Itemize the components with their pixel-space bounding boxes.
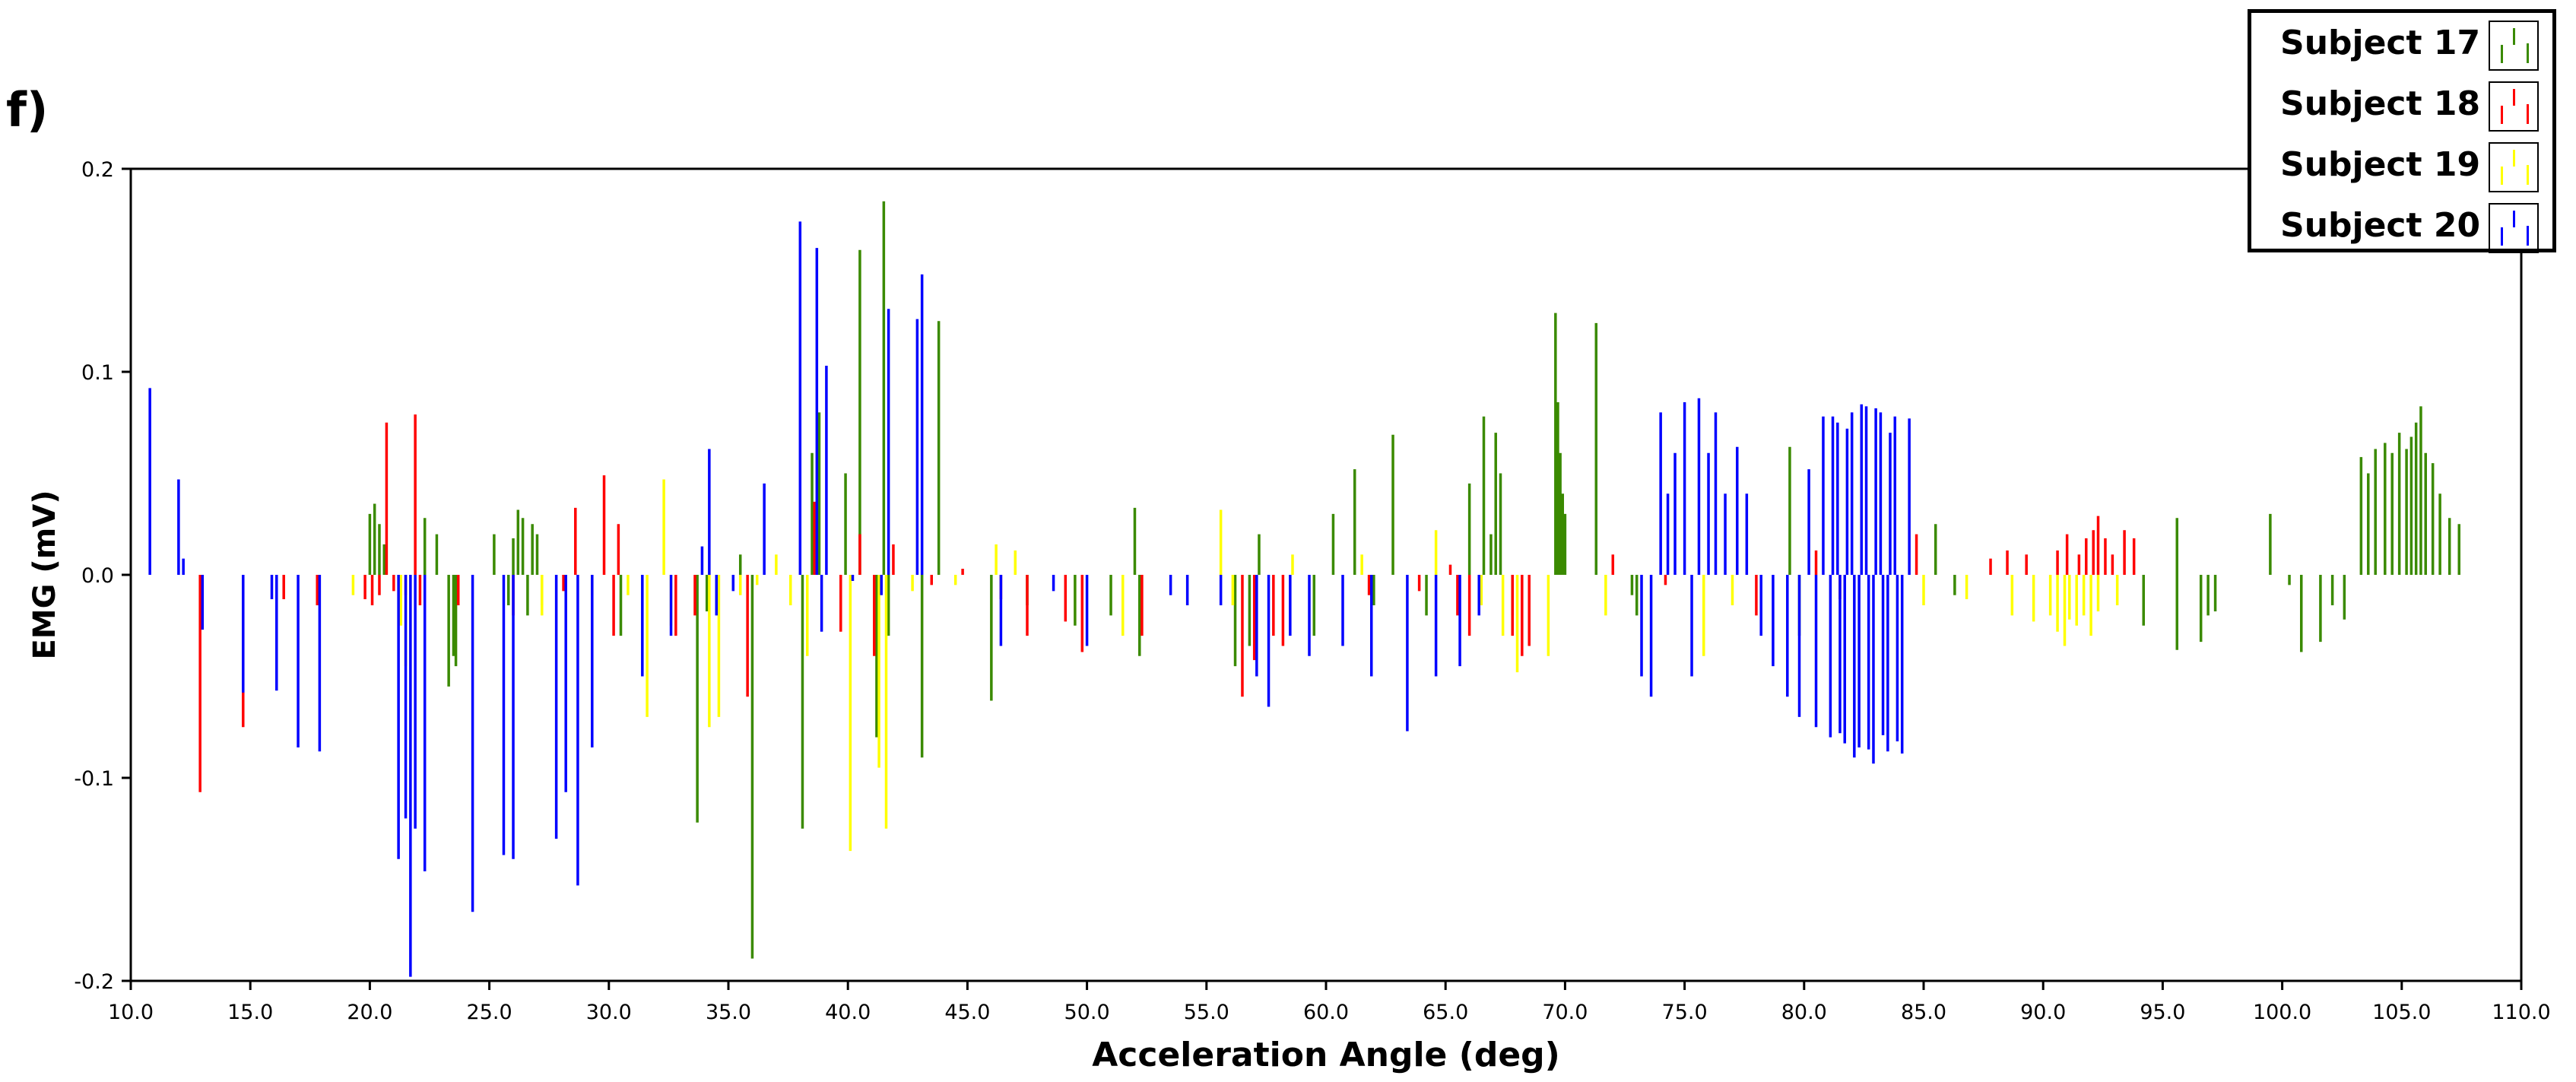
- x-tick-label: 100.0: [2253, 1001, 2311, 1024]
- legend-swatch-icon: [2489, 21, 2539, 71]
- legend-item-subject-18: Subject 18: [2251, 77, 2552, 138]
- x-axis-label: Acceleration Angle (deg): [1092, 1036, 1560, 1074]
- panel-label: f): [6, 82, 49, 138]
- x-tick-label: 10.0: [108, 1001, 154, 1024]
- x-tick-label: 70.0: [1542, 1001, 1588, 1024]
- x-tick-label: 55.0: [1184, 1001, 1229, 1024]
- legend-swatch-icon: [2489, 81, 2539, 132]
- x-tick-label: 50.0: [1064, 1001, 1110, 1024]
- x-tick-label: 90.0: [2020, 1001, 2066, 1024]
- x-tick-label: 60.0: [1303, 1001, 1349, 1024]
- x-tick-label: 25.0: [467, 1001, 512, 1024]
- legend-label: Subject 17: [2280, 24, 2481, 62]
- x-tick-label: 110.0: [2492, 1001, 2550, 1024]
- x-tick-label: 40.0: [825, 1001, 871, 1024]
- legend-label: Subject 18: [2280, 84, 2481, 123]
- series-4: [148, 221, 1911, 977]
- x-tick-label: 15.0: [227, 1001, 273, 1024]
- y-tick-label: 0.1: [81, 361, 114, 385]
- legend-item-subject-17: Subject 17: [2251, 16, 2552, 77]
- y-tick-label: 0.2: [81, 158, 114, 182]
- bar-layer: [148, 201, 2461, 977]
- x-tick-label: 30.0: [586, 1001, 632, 1024]
- series-3: [351, 479, 2119, 852]
- legend: Subject 17 Subject 18 Subject 19 Subject…: [2248, 9, 2556, 253]
- x-tick-label: 75.0: [1662, 1001, 1708, 1024]
- x-axis: 10.0 15.0 20.0 25.0 30.0 35.0 40.0 45.0 50.0 55.0…: [108, 981, 2551, 1024]
- legend-swatch-icon: [2489, 203, 2539, 253]
- x-tick-label: 35.0: [706, 1001, 751, 1024]
- x-tick-label: 45.0: [944, 1001, 990, 1024]
- legend-item-subject-20: Subject 20: [2251, 198, 2552, 259]
- y-axis-label: EMG (mV): [27, 490, 62, 659]
- x-tick-label: 80.0: [1781, 1001, 1827, 1024]
- legend-item-subject-19: Subject 19: [2251, 138, 2552, 198]
- y-axis: 0.2 0.1 0.0 -0.1 -0.2: [74, 158, 131, 994]
- legend-label: Subject 20: [2280, 206, 2481, 245]
- x-tick-label: 85.0: [1901, 1001, 1946, 1024]
- x-tick-label: 65.0: [1423, 1001, 1468, 1024]
- x-tick-label: 95.0: [2140, 1001, 2185, 1024]
- x-tick-label: 20.0: [347, 1001, 392, 1024]
- plot-area: [129, 167, 2523, 982]
- y-tick-label: 0.0: [81, 564, 114, 588]
- legend-label: Subject 19: [2280, 145, 2481, 184]
- y-tick-label: -0.2: [74, 970, 114, 994]
- y-tick-label: -0.1: [74, 767, 114, 791]
- series-1: [368, 201, 2461, 959]
- x-tick-label: 105.0: [2372, 1001, 2431, 1024]
- legend-swatch-icon: [2489, 142, 2539, 192]
